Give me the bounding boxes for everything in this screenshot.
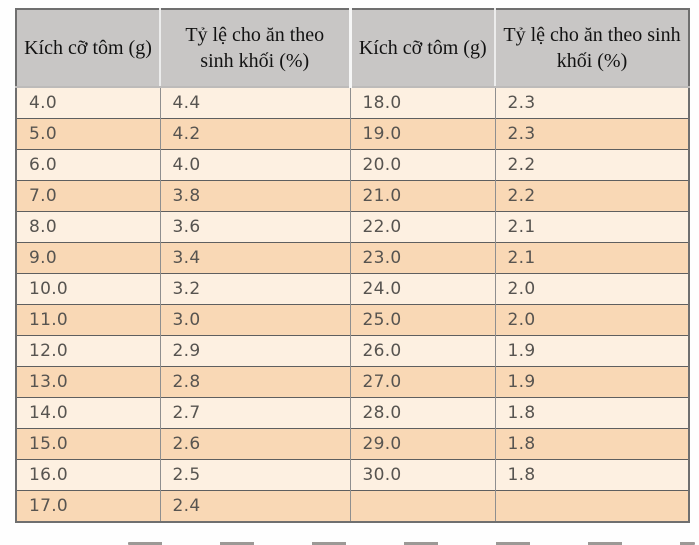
table-cell: 2.6 xyxy=(159,428,350,460)
header-shrimp-size-2: Kích cỡ tôm (g) xyxy=(348,9,495,88)
table-cell: 2.4 xyxy=(159,490,350,522)
table-row: 5.0 4.2 19.0 2.3 xyxy=(16,118,689,150)
table-cell: 4.2 xyxy=(159,118,350,150)
table-cell: 1.8 xyxy=(494,459,689,491)
table-row: 15.0 2.6 29.0 1.8 xyxy=(16,428,689,460)
table-row: 11.0 3.0 25.0 2.0 xyxy=(16,304,689,336)
table-row: 13.0 2.8 27.0 1.9 xyxy=(16,366,689,398)
table-cell: 1.8 xyxy=(494,428,689,460)
table-cell: 2.1 xyxy=(494,242,689,274)
cropped-text-remnant xyxy=(128,542,695,545)
header-feed-rate-1: Tỷ lệ cho ăn theo sinh khối (%) xyxy=(159,9,350,88)
table-cell: 3.4 xyxy=(159,242,350,274)
table-cell: 5.0 xyxy=(16,118,160,150)
table-cell: 20.0 xyxy=(349,149,495,181)
table-cell: 14.0 xyxy=(16,397,160,429)
table-cell: 6.0 xyxy=(16,149,160,181)
header-shrimp-size-1: Kích cỡ tôm (g) xyxy=(16,9,160,88)
table-cell: 18.0 xyxy=(349,86,495,119)
table-cell: 2.2 xyxy=(494,180,689,212)
table-cell: 8.0 xyxy=(16,211,160,243)
table-row: 16.0 2.5 30.0 1.8 xyxy=(16,459,689,491)
table-cell: 26.0 xyxy=(349,335,495,367)
table-cell: 2.0 xyxy=(494,304,689,336)
table-cell: 3.2 xyxy=(159,273,350,305)
table-cell: 2.2 xyxy=(494,149,689,181)
table-cell: 3.6 xyxy=(159,211,350,243)
table-cell: 24.0 xyxy=(349,273,495,305)
table-cell: 2.7 xyxy=(159,397,350,429)
table-cell: 13.0 xyxy=(16,366,160,398)
table-row: 14.0 2.7 28.0 1.8 xyxy=(16,397,689,429)
feeding-rate-table-container: Kích cỡ tôm (g) Tỷ lệ cho ăn theo sinh k… xyxy=(15,8,690,523)
table-cell: 2.5 xyxy=(159,459,350,491)
table-cell xyxy=(494,490,689,522)
table-cell: 29.0 xyxy=(349,428,495,460)
table-row: 9.0 3.4 23.0 2.1 xyxy=(16,242,689,274)
table-row: 10.0 3.2 24.0 2.0 xyxy=(16,273,689,305)
table-cell: 1.8 xyxy=(494,397,689,429)
header-feed-rate-2: Tỷ lệ cho ăn theo sinh khối (%) xyxy=(494,9,689,88)
table-cell: 30.0 xyxy=(349,459,495,491)
table-cell: 12.0 xyxy=(16,335,160,367)
table-cell: 22.0 xyxy=(349,211,495,243)
table-cell: 1.9 xyxy=(494,366,689,398)
table-cell: 2.8 xyxy=(159,366,350,398)
table-cell: 10.0 xyxy=(16,273,160,305)
table-cell: 19.0 xyxy=(349,118,495,150)
table-row: 6.0 4.0 20.0 2.2 xyxy=(16,149,689,181)
table-cell xyxy=(349,490,495,522)
table-cell: 4.0 xyxy=(16,86,160,119)
table-cell: 1.9 xyxy=(494,335,689,367)
table-cell: 17.0 xyxy=(16,490,160,522)
table-row: 17.0 2.4 xyxy=(16,490,689,522)
table-row: 7.0 3.8 21.0 2.2 xyxy=(16,180,689,212)
table-cell: 23.0 xyxy=(349,242,495,274)
table-cell: 2.3 xyxy=(494,86,689,119)
table-cell: 21.0 xyxy=(349,180,495,212)
table-cell: 25.0 xyxy=(349,304,495,336)
table-cell: 15.0 xyxy=(16,428,160,460)
table-header: Kích cỡ tôm (g) Tỷ lệ cho ăn theo sinh k… xyxy=(16,9,689,88)
table-row: 12.0 2.9 26.0 1.9 xyxy=(16,335,689,367)
table-row: 8.0 3.6 22.0 2.1 xyxy=(16,211,689,243)
table-cell: 2.3 xyxy=(494,118,689,150)
table-cell: 9.0 xyxy=(16,242,160,274)
table-cell: 4.4 xyxy=(159,86,350,119)
table-cell: 16.0 xyxy=(16,459,160,491)
table-cell: 2.0 xyxy=(494,273,689,305)
table-cell: 7.0 xyxy=(16,180,160,212)
header-row: Kích cỡ tôm (g) Tỷ lệ cho ăn theo sinh k… xyxy=(16,9,689,88)
table-cell: 4.0 xyxy=(159,149,350,181)
table-cell: 3.8 xyxy=(159,180,350,212)
table-cell: 2.1 xyxy=(494,211,689,243)
table-row: 4.0 4.4 18.0 2.3 xyxy=(16,86,689,119)
feeding-rate-table: Kích cỡ tôm (g) Tỷ lệ cho ăn theo sinh k… xyxy=(15,8,690,523)
table-cell: 2.9 xyxy=(159,335,350,367)
table-cell: 3.0 xyxy=(159,304,350,336)
table-cell: 27.0 xyxy=(349,366,495,398)
table-body: 4.0 4.4 18.0 2.3 5.0 4.2 19.0 2.3 6.0 4.0 20.0 2.2 7… xyxy=(16,86,689,522)
table-cell: 28.0 xyxy=(349,397,495,429)
table-cell: 11.0 xyxy=(16,304,160,336)
